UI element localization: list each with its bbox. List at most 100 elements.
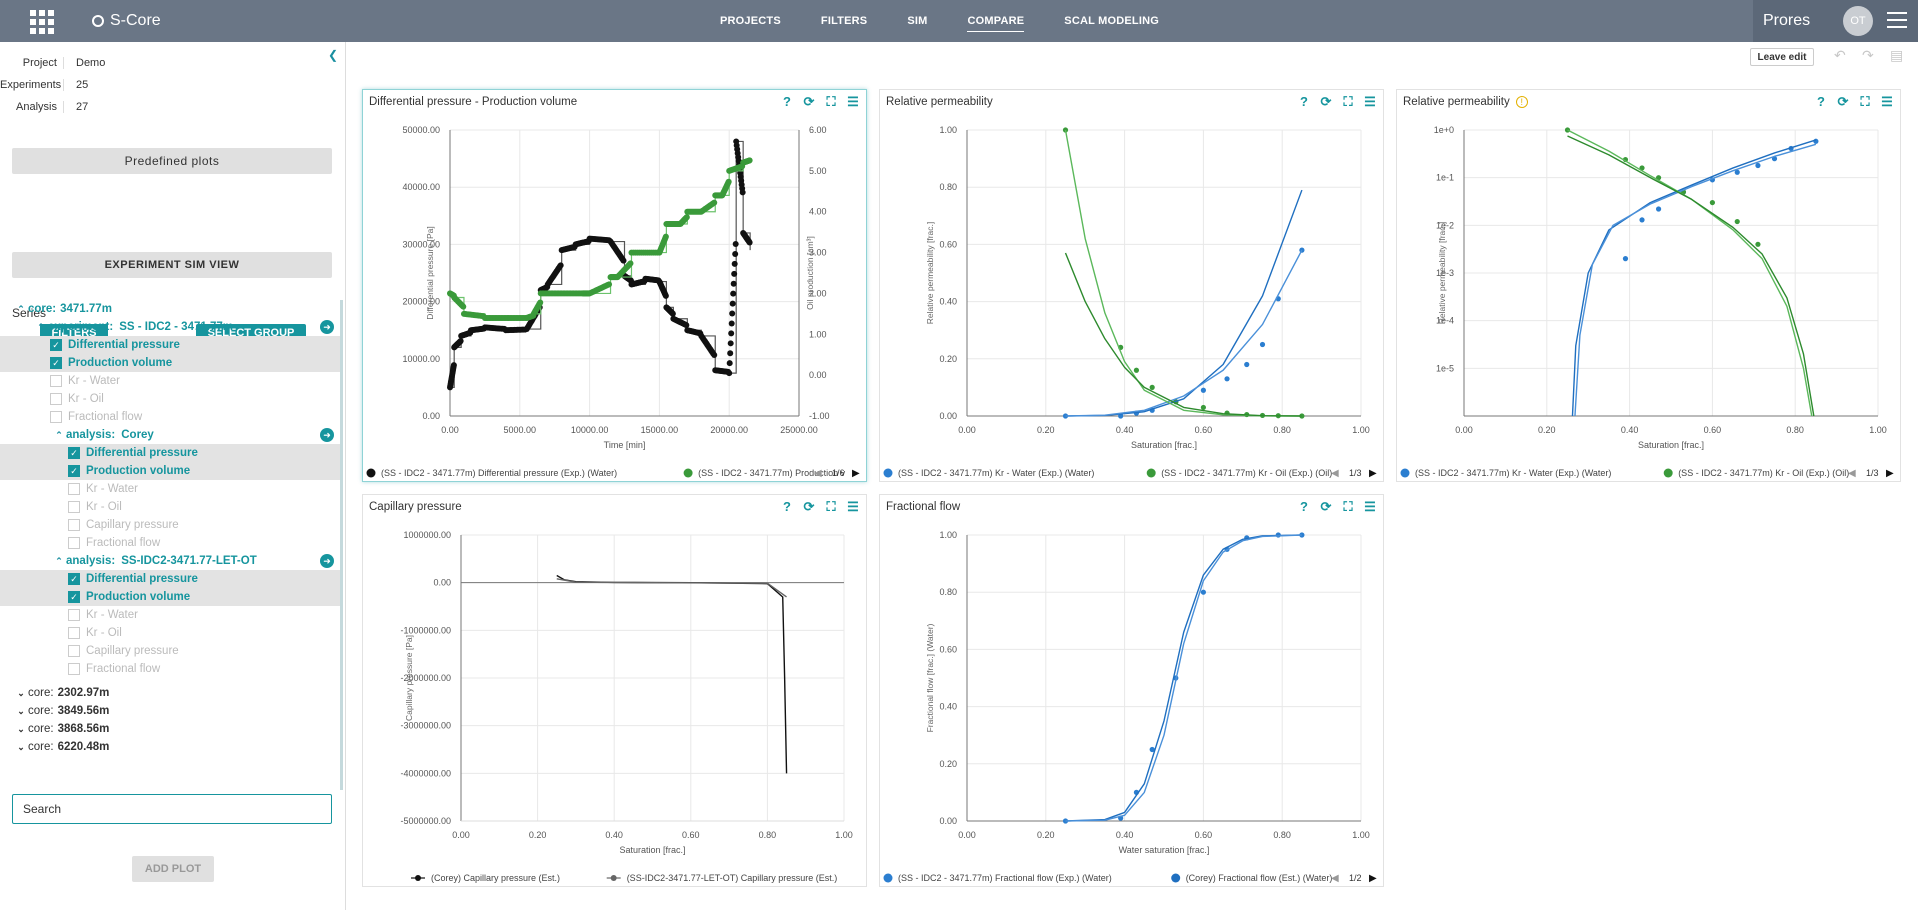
tree-series-item[interactable]: ✓ Production volume [0, 588, 340, 606]
settings-sliders-icon[interactable]: ☰ [847, 499, 859, 514]
chevron-up-icon[interactable]: ⌃ [55, 555, 63, 566]
chart-panel-dp[interactable]: Differential pressure - Production volum… [362, 89, 867, 482]
chart-panel-kr[interactable]: Relative permeability ? ⟳ ⛶ ☰ 0.00 0.20 0.40 0… [879, 89, 1384, 482]
avatar[interactable]: OT [1843, 6, 1873, 36]
undo-icon[interactable]: ↶ [1834, 47, 1846, 63]
chevron-down-icon[interactable]: ⌄ [17, 723, 25, 734]
nav-scal-modeling[interactable]: SCAL MODELING [1064, 15, 1159, 27]
tree-core-23[interactable]: ⌄ core: 3868.56m [0, 720, 340, 738]
checkbox-checked-icon[interactable]: ✓ [68, 591, 80, 603]
tree-series-item[interactable]: ✓ Production volume [0, 462, 340, 480]
checkbox-checked-icon[interactable]: ✓ [68, 447, 80, 459]
refresh-icon[interactable]: ⟳ [1320, 94, 1332, 109]
checkbox-icon[interactable] [68, 645, 80, 657]
nav-filters[interactable]: FILTERS [820, 15, 868, 27]
checkbox-checked-icon[interactable]: ✓ [50, 339, 62, 351]
workspace-name[interactable]: Prores [1763, 12, 1811, 29]
leave-edit-button[interactable]: Leave edit [1750, 48, 1814, 66]
checkbox-checked-icon[interactable]: ✓ [50, 357, 62, 369]
checkbox-icon[interactable] [50, 375, 62, 387]
nav-sim[interactable]: SIM [907, 15, 928, 27]
tree-experiment[interactable]: ⌃ experiment: SS - IDC2 - 3471.77m ➜ [0, 318, 340, 336]
checkbox-icon[interactable] [68, 609, 80, 621]
checkbox-icon[interactable] [50, 411, 62, 423]
tree-series-item[interactable]: Kr - Water [0, 372, 340, 390]
tree-series-item[interactable]: ✓ Differential pressure [0, 336, 340, 354]
tree-series-item[interactable]: Kr - Water [0, 606, 340, 624]
fullscreen-icon[interactable]: ⛶ [826, 499, 836, 514]
tree-series-item[interactable]: Kr - Oil [0, 390, 340, 408]
chart-panel-ff[interactable]: Fractional flow ? ⟳ ⛶ ☰ 0.00 0.20 0.40 0.60 0.8… [879, 494, 1384, 887]
search-input[interactable]: Search [12, 794, 332, 824]
tree-core-21[interactable]: ⌄ core: 2302.97m [0, 684, 340, 702]
refresh-icon[interactable]: ⟳ [1837, 94, 1849, 109]
checkbox-icon[interactable] [68, 501, 80, 513]
tree-series-item[interactable]: ✓ Production volume [0, 354, 340, 372]
settings-sliders-icon[interactable]: ☰ [1364, 94, 1376, 109]
checkbox-icon[interactable] [68, 519, 80, 531]
tree-series-item[interactable]: Kr - Water [0, 480, 340, 498]
chart-panel-pc[interactable]: Capillary pressure ? ⟳ ⛶ ☰ 0.00 0.20 0.40 0.60… [362, 494, 867, 887]
refresh-icon[interactable]: ⟳ [803, 499, 815, 514]
tree-scrollbar[interactable] [340, 300, 343, 790]
arrow-right-circle-icon[interactable]: ➜ [320, 320, 334, 334]
checkbox-icon[interactable] [50, 393, 62, 405]
arrow-right-circle-icon[interactable]: ➜ [320, 428, 334, 442]
checkbox-icon[interactable] [68, 537, 80, 549]
tree-series-item[interactable]: Kr - Oil [0, 498, 340, 516]
fullscreen-icon[interactable]: ⛶ [1343, 94, 1353, 109]
settings-sliders-icon[interactable]: ☰ [847, 94, 859, 109]
fullscreen-icon[interactable]: ⛶ [826, 94, 836, 109]
refresh-icon[interactable]: ⟳ [1320, 499, 1332, 514]
add-plot-button[interactable]: ADD PLOT [132, 856, 214, 882]
refresh-icon[interactable]: ⟳ [803, 94, 815, 109]
chevron-down-icon[interactable]: ⌄ [17, 705, 25, 716]
chevron-up-icon[interactable]: ⌃ [37, 321, 45, 332]
tree-series-item[interactable]: Kr - Oil [0, 624, 340, 642]
tree-core-24[interactable]: ⌄ core: 6220.48m [0, 738, 340, 756]
tree-series-item[interactable]: Capillary pressure [0, 516, 340, 534]
nav-compare[interactable]: COMPARE [967, 11, 1025, 32]
nav-projects[interactable]: PROJECTS [720, 15, 781, 27]
tree-series-item[interactable]: ✓ Differential pressure [0, 570, 340, 588]
tree-series-item[interactable]: Fractional flow [0, 408, 340, 426]
checkbox-checked-icon[interactable]: ✓ [68, 573, 80, 585]
app-brand[interactable]: S-Core [92, 12, 161, 30]
fullscreen-icon[interactable]: ⛶ [1860, 94, 1870, 109]
series-line [1065, 534, 1302, 822]
tree-core-0[interactable]: ⌃ core: 3471.77m [0, 300, 340, 318]
tree-series-item[interactable]: Fractional flow [0, 660, 340, 678]
apps-grid-icon[interactable] [30, 10, 54, 34]
chevron-down-icon[interactable]: ⌄ [17, 687, 25, 698]
experiment-sim-view-button[interactable]: EXPERIMENT SIM VIEW [12, 252, 332, 278]
tree-analysis[interactable]: ⌃ analysis: Corey ➜ [0, 426, 340, 444]
checkbox-checked-icon[interactable]: ✓ [68, 465, 80, 477]
warning-icon[interactable]: ! [1515, 96, 1528, 108]
tree-series-item[interactable]: Capillary pressure [0, 642, 340, 660]
help-icon[interactable]: ? [1300, 94, 1308, 109]
tree-analysis[interactable]: ⌃ analysis: SS-IDC2-3471.77-LET-OT ➜ [0, 552, 340, 570]
tree-series-item[interactable]: ✓ Differential pressure [0, 444, 340, 462]
chevron-up-icon[interactable]: ⌃ [17, 303, 25, 314]
settings-sliders-icon[interactable]: ☰ [1364, 499, 1376, 514]
predefined-plots-button[interactable]: Predefined plots [12, 148, 332, 174]
chevron-up-icon[interactable]: ⌃ [55, 429, 63, 440]
checkbox-icon[interactable] [68, 627, 80, 639]
tree-core-22[interactable]: ⌄ core: 3849.56m [0, 702, 340, 720]
help-icon[interactable]: ? [1817, 94, 1825, 109]
arrow-right-circle-icon[interactable]: ➜ [320, 554, 334, 568]
menu-icon[interactable] [1887, 12, 1907, 28]
collapse-sidebar-icon[interactable]: ❮ [328, 48, 339, 62]
checkbox-icon[interactable] [68, 663, 80, 675]
tree-series-item[interactable]: Fractional flow [0, 534, 340, 552]
checkbox-icon[interactable] [68, 483, 80, 495]
save-layout-icon[interactable]: ▤ [1890, 47, 1904, 63]
help-icon[interactable]: ? [783, 499, 791, 514]
chevron-down-icon[interactable]: ⌄ [17, 741, 25, 752]
redo-icon[interactable]: ↷ [1862, 47, 1874, 63]
settings-sliders-icon[interactable]: ☰ [1881, 94, 1893, 109]
help-icon[interactable]: ? [1300, 499, 1308, 514]
chart-panel-kr-log[interactable]: Relative permeability! ? ⟳ ⛶ ☰ 0.00 0.20 0.40… [1396, 89, 1901, 482]
help-icon[interactable]: ? [783, 94, 791, 109]
fullscreen-icon[interactable]: ⛶ [1343, 499, 1353, 514]
